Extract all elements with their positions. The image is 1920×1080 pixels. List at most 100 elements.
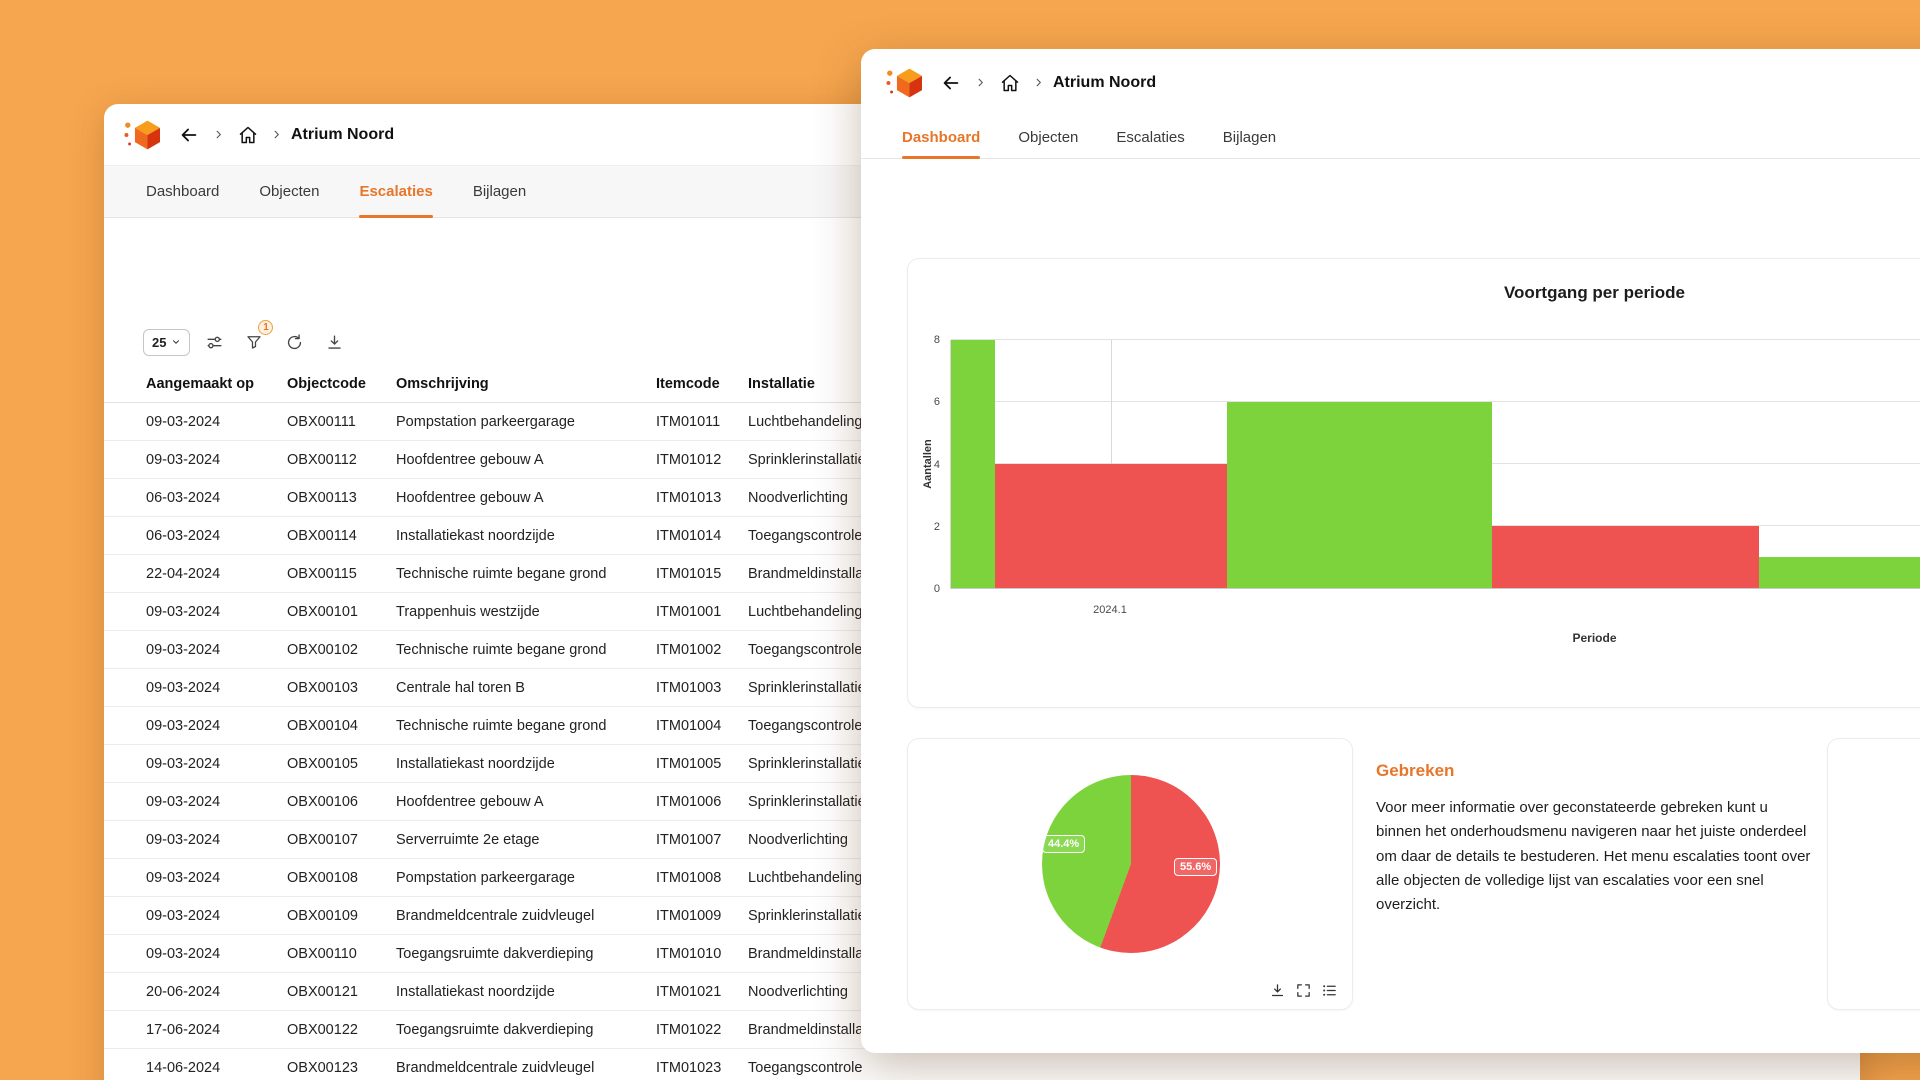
cell-omschrijving: Technische ruimte begane grond [396, 641, 607, 658]
cell-itemcode: ITM01008 [656, 869, 722, 886]
cell-objectcode: OBX00101 [287, 603, 358, 620]
bar-segment-green [951, 340, 995, 588]
cell-objectcode: OBX00111 [287, 413, 356, 430]
cell-itemcode: ITM01003 [656, 679, 722, 696]
cell-aangemaakt-op: 09-03-2024 [146, 603, 221, 620]
table-row[interactable]: 14-06-2024 OBX00123 Brandmeldcentrale zu… [104, 1049, 1860, 1080]
bar-segment-red [995, 464, 1227, 588]
column-header-objectcode[interactable]: Objectcode [287, 375, 366, 392]
cell-itemcode: ITM01002 [656, 641, 722, 658]
cell-objectcode: OBX00104 [287, 717, 358, 734]
cell-objectcode: OBX00110 [287, 945, 357, 962]
chart-fullscreen-button[interactable] [1293, 980, 1313, 1000]
cell-itemcode: ITM01022 [656, 1021, 722, 1038]
cell-aangemaakt-op: 22-04-2024 [146, 565, 221, 582]
cell-itemcode: ITM01023 [656, 1059, 722, 1076]
cell-objectcode: OBX00114 [287, 527, 357, 544]
refresh-button[interactable] [278, 326, 310, 358]
download-icon [328, 334, 341, 349]
filter-button[interactable]: 1 [238, 320, 274, 358]
page-size-value: 25 [152, 334, 167, 350]
info-panel-title: Gebreken [1376, 761, 1455, 780]
column-header-aangemaakt-op[interactable]: Aangemaakt op [146, 375, 254, 392]
home-button[interactable] [998, 71, 1022, 95]
tab-dashboard[interactable]: Dashboard [146, 183, 220, 200]
chevron-down-icon [173, 340, 180, 344]
cell-itemcode: ITM01012 [656, 451, 722, 468]
cell-omschrijving: Installatiekast noordzijde [396, 755, 555, 772]
cell-objectcode: OBX00102 [287, 641, 358, 658]
cell-itemcode: ITM01006 [656, 793, 722, 810]
cell-installatie: Noodverlichting [748, 831, 848, 848]
bar-segment-red [1492, 526, 1759, 588]
y-tick-label: 2 [933, 520, 940, 533]
cell-installatie: Brandmeldinstallatie [748, 1021, 879, 1038]
cell-aangemaakt-op: 20-06-2024 [146, 983, 221, 1000]
cell-installatie: Sprinklerinstallatie [748, 451, 866, 468]
cell-omschrijving: Installatiekast noordzijde [396, 527, 555, 544]
tab-escalaties[interactable]: Escalaties [359, 166, 434, 218]
cell-omschrijving: Trappenhuis westzijde [396, 603, 540, 620]
cell-aangemaakt-op: 09-03-2024 [146, 831, 221, 848]
chevron-right-icon [1033, 77, 1044, 88]
cell-omschrijving: Installatiekast noordzijde [396, 983, 555, 1000]
table-row[interactable]: 09-03-2024 OBX00107 Serverruimte 2e etag… [104, 821, 1860, 859]
tab-objecten[interactable]: Objecten [1018, 128, 1079, 146]
cell-omschrijving: Pompstation parkeergarage [396, 413, 575, 430]
cell-objectcode: OBX00122 [287, 1021, 358, 1038]
tab-bar: Dashboard Objecten Escalaties Bijlagen [861, 116, 1920, 159]
cell-installatie: Sprinklerinstallatie [748, 793, 866, 810]
cell-itemcode: ITM01004 [656, 717, 722, 734]
cell-itemcode: ITM01005 [656, 755, 722, 772]
cell-aangemaakt-op: 06-03-2024 [146, 527, 221, 544]
tab-escalaties[interactable]: Escalaties [1116, 128, 1185, 146]
side-card [1827, 738, 1920, 1010]
tab-bijlagen[interactable]: Bijlagen [1222, 128, 1277, 146]
cell-itemcode: ITM01007 [656, 831, 722, 848]
back-button[interactable] [938, 70, 964, 96]
cell-omschrijving: Brandmeldcentrale zuidvleugel [396, 907, 595, 924]
cell-aangemaakt-op: 09-03-2024 [146, 679, 221, 696]
chart-legend-button[interactable] [1319, 980, 1339, 1000]
column-header-installatie[interactable]: Installatie [748, 375, 815, 392]
cell-itemcode: ITM01015 [656, 565, 722, 582]
pie-chart-actions [1267, 980, 1339, 1000]
chevron-right-icon [271, 129, 282, 140]
home-button[interactable] [236, 123, 260, 147]
tab-objecten[interactable]: Objecten [259, 183, 320, 200]
refresh-icon [287, 333, 302, 349]
chart-download-button[interactable] [1267, 980, 1287, 1000]
cell-aangemaakt-op: 09-03-2024 [146, 413, 221, 430]
y-tick-label: 4 [933, 458, 940, 471]
cell-omschrijving: Toegangsruimte dakverdieping [396, 945, 594, 962]
download-icon [1271, 983, 1283, 996]
column-header-omschrijving[interactable]: Omschrijving [396, 375, 489, 392]
bar-chart-title: Voortgang per periode [1503, 283, 1686, 302]
gridline-horizontal [951, 339, 1920, 340]
info-panel-body: Voor meer informatie over geconstateerde… [1376, 799, 1811, 914]
cell-aangemaakt-op: 09-03-2024 [146, 907, 221, 924]
column-header-itemcode[interactable]: Itemcode [656, 375, 720, 392]
cell-omschrijving: Toegangsruimte dakverdieping [396, 1021, 594, 1038]
cell-itemcode: ITM01014 [656, 527, 722, 544]
bar-chart-yticks: 0 2 4 6 8 [908, 334, 946, 595]
table-row[interactable]: 09-03-2024 OBX00108 Pompstation parkeerg… [104, 859, 1860, 897]
download-button[interactable] [318, 326, 350, 358]
cell-installatie: Toegangscontrole [748, 1059, 863, 1076]
cell-itemcode: ITM01021 [656, 983, 722, 1000]
chevron-right-icon [213, 129, 224, 140]
tab-bijlagen[interactable]: Bijlagen [472, 183, 527, 200]
column-settings-button[interactable] [198, 326, 230, 358]
cell-installatie: Brandmeldinstallatie [748, 565, 879, 582]
breadcrumb-current: Atrium Noord [291, 125, 395, 143]
cell-aangemaakt-op: 09-03-2024 [146, 717, 221, 734]
cell-installatie: Toegangscontrole [748, 527, 863, 544]
cell-objectcode: OBX00121 [287, 983, 358, 1000]
cell-aangemaakt-op: 17-06-2024 [146, 1021, 221, 1038]
cell-aangemaakt-op: 09-03-2024 [146, 793, 221, 810]
back-button[interactable] [176, 122, 202, 148]
bar-chart-xtick: 2024.1 [1093, 604, 1127, 616]
tab-dashboard[interactable]: Dashboard [902, 116, 981, 159]
page-size-select[interactable]: 25 [143, 328, 191, 356]
